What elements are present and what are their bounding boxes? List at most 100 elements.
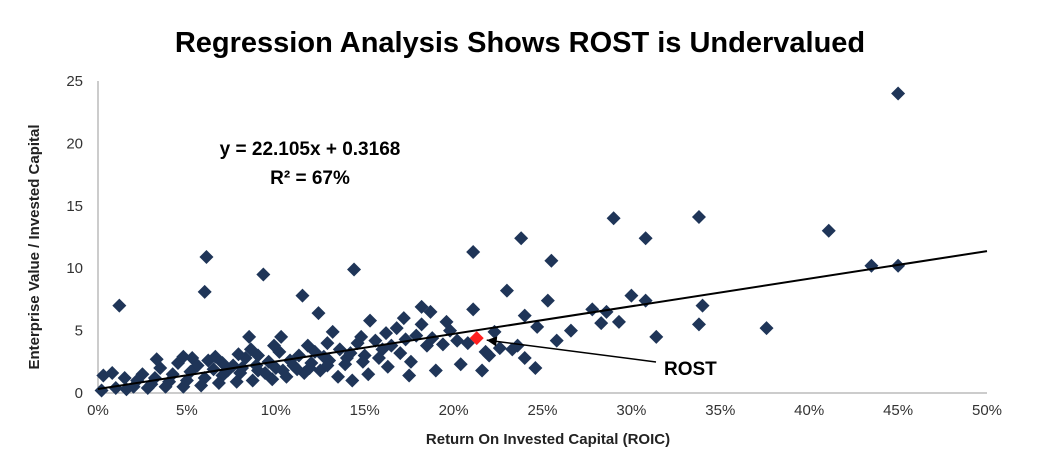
- data-point: [211, 376, 226, 391]
- data-point: [475, 363, 490, 378]
- x-tick-label: 0%: [87, 402, 109, 419]
- data-point: [380, 359, 395, 374]
- x-tick-label: 30%: [616, 402, 646, 419]
- data-point: [158, 379, 173, 394]
- data-point: [499, 283, 514, 298]
- data-point: [112, 298, 127, 313]
- data-point: [117, 371, 132, 386]
- data-point: [510, 338, 525, 353]
- data-point: [403, 354, 418, 369]
- data-point: [695, 298, 710, 313]
- data-point: [197, 284, 212, 299]
- y-tick-label: 5: [75, 323, 83, 340]
- data-point: [544, 253, 559, 268]
- data-points: [94, 86, 906, 398]
- data-point: [389, 321, 404, 336]
- data-point: [256, 267, 271, 282]
- data-point: [199, 249, 214, 264]
- y-tick-label: 15: [66, 198, 83, 215]
- data-point: [599, 304, 614, 319]
- data-point: [311, 306, 326, 321]
- data-point: [194, 378, 209, 393]
- y-tick-labels: 0 5 10 15 20 25: [66, 73, 83, 402]
- data-point: [350, 336, 365, 351]
- data-point: [606, 211, 621, 226]
- data-point: [492, 341, 507, 356]
- y-tick-label: 20: [66, 135, 83, 152]
- data-point: [691, 317, 706, 332]
- rost-data-point: [469, 331, 484, 346]
- data-point: [540, 293, 555, 308]
- data-point: [821, 223, 836, 238]
- x-tick-label: 40%: [794, 402, 824, 419]
- data-point: [624, 288, 639, 303]
- data-point: [517, 308, 532, 323]
- data-point: [402, 368, 417, 383]
- data-point: [396, 311, 411, 326]
- data-point: [245, 373, 260, 388]
- data-point: [325, 324, 340, 339]
- data-point: [649, 329, 664, 344]
- highlight-group: ROST: [469, 331, 717, 380]
- y-tick-label: 10: [66, 260, 83, 277]
- trendline: [97, 250, 988, 391]
- data-point: [691, 210, 706, 225]
- data-point: [267, 338, 282, 353]
- data-point: [355, 354, 370, 369]
- data-point: [638, 231, 653, 246]
- data-point: [563, 323, 578, 338]
- data-point: [220, 363, 235, 378]
- x-tick-label: 45%: [883, 402, 913, 419]
- x-tick-labels: 0% 5% 10% 15% 20% 25% 30% 35% 40% 45% 50%: [87, 402, 1002, 419]
- data-point: [347, 262, 362, 277]
- x-tick-label: 5%: [176, 402, 198, 419]
- data-point: [363, 313, 378, 328]
- data-point: [414, 317, 429, 332]
- data-point: [611, 314, 626, 329]
- x-tick-label: 50%: [972, 402, 1002, 419]
- data-point: [393, 346, 408, 361]
- y-tick-label: 25: [66, 73, 83, 90]
- data-point: [379, 326, 394, 341]
- data-point: [108, 381, 123, 396]
- data-point: [428, 363, 443, 378]
- data-point: [371, 351, 386, 366]
- x-tick-label: 20%: [439, 402, 469, 419]
- x-tick-label: 15%: [350, 402, 380, 419]
- data-point: [105, 366, 120, 381]
- data-point: [759, 321, 774, 336]
- data-point: [368, 333, 383, 348]
- chart-title: Regression Analysis Shows ROST is Underv…: [175, 27, 865, 59]
- data-point: [466, 244, 481, 259]
- data-point: [435, 337, 450, 352]
- data-point: [530, 319, 545, 334]
- data-point: [295, 288, 310, 303]
- data-point: [149, 352, 164, 367]
- data-point: [450, 333, 465, 348]
- data-point: [439, 314, 454, 329]
- data-point: [274, 329, 289, 344]
- callout-arrow: [486, 339, 657, 363]
- data-point: [361, 367, 376, 382]
- data-point: [176, 379, 191, 394]
- data-point: [549, 333, 564, 348]
- r-squared-label: R² = 67%: [270, 168, 350, 189]
- data-point: [482, 348, 497, 363]
- data-point: [140, 381, 155, 396]
- data-point: [231, 347, 246, 362]
- x-tick-label: 25%: [527, 402, 557, 419]
- x-axis-label: Return On Invested Capital (ROIC): [426, 431, 670, 448]
- data-point: [331, 369, 346, 384]
- data-point: [302, 361, 317, 376]
- data-point: [275, 363, 290, 378]
- callout-arrowhead: [486, 336, 498, 347]
- data-point: [249, 358, 264, 373]
- data-point: [290, 362, 305, 377]
- data-point: [229, 374, 244, 389]
- data-point: [891, 86, 906, 101]
- rost-callout-label: ROST: [664, 359, 717, 380]
- y-tick-label: 0: [75, 385, 83, 402]
- data-point: [208, 349, 223, 364]
- data-point: [528, 361, 543, 376]
